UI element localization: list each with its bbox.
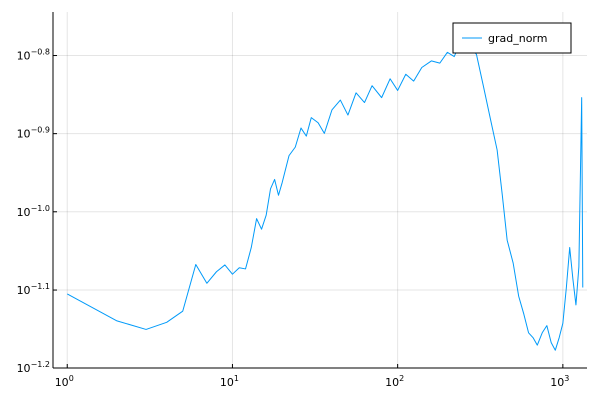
x-tick-label-2: 102 [385,374,404,389]
series-line-grad_norm [67,35,584,351]
axes: 100 101 102 103 10−1.2 10−1.1 10−1.0 10−0.9 10−0… [17,12,587,389]
x-tick-label-1: 101 [220,374,239,389]
legend-label: grad_norm [488,32,547,45]
series-layer [67,35,584,351]
x-tick-label-0: 100 [55,374,74,389]
y-tick-label-1: 10−1.1 [17,282,50,297]
y-tick-label-4: 10−0.8 [17,48,50,63]
legend: grad_norm [452,22,572,54]
x-tick-label-3: 103 [550,374,569,389]
y-tick-label-3: 10−0.9 [17,126,50,141]
y-tick-label-2: 10−1.0 [17,204,50,219]
y-tick-label-0: 10−1.2 [17,360,50,375]
